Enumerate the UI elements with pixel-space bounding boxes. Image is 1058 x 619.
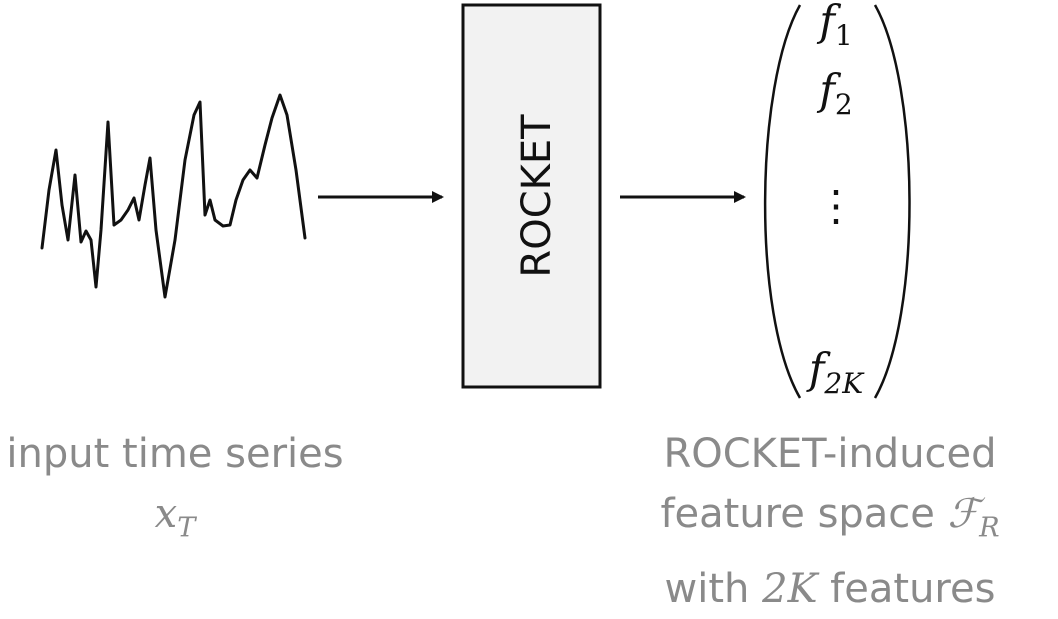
rocket-label: ROCKET	[514, 114, 560, 278]
input-symbol: xT	[154, 491, 196, 544]
feature-f2k: f2K	[806, 344, 865, 400]
feature-caption-line2: feature space ℱR	[660, 491, 1000, 544]
feature-f1: f1	[816, 0, 852, 52]
feature-ellipsis: ⋮	[815, 181, 857, 230]
rocket-pipeline-diagram: ROCKET f1 f2 ⋮ f2K	[40, 0, 911, 400]
feature-caption-line3: with 2K features	[664, 565, 996, 612]
feature-caption-line1: ROCKET-induced	[663, 431, 997, 477]
time-series-signal	[40, 93, 307, 299]
input-caption: input time series xT	[0, 424, 350, 559]
vector-right-paren	[873, 4, 911, 399]
feature-caption: ROCKET-induced feature space ℱR with 2K …	[640, 424, 1020, 619]
input-caption-line: input time series	[6, 431, 344, 477]
vector-left-paren	[763, 4, 802, 399]
feature-f2: f2	[816, 65, 852, 121]
rocket-block	[461, 3, 602, 389]
